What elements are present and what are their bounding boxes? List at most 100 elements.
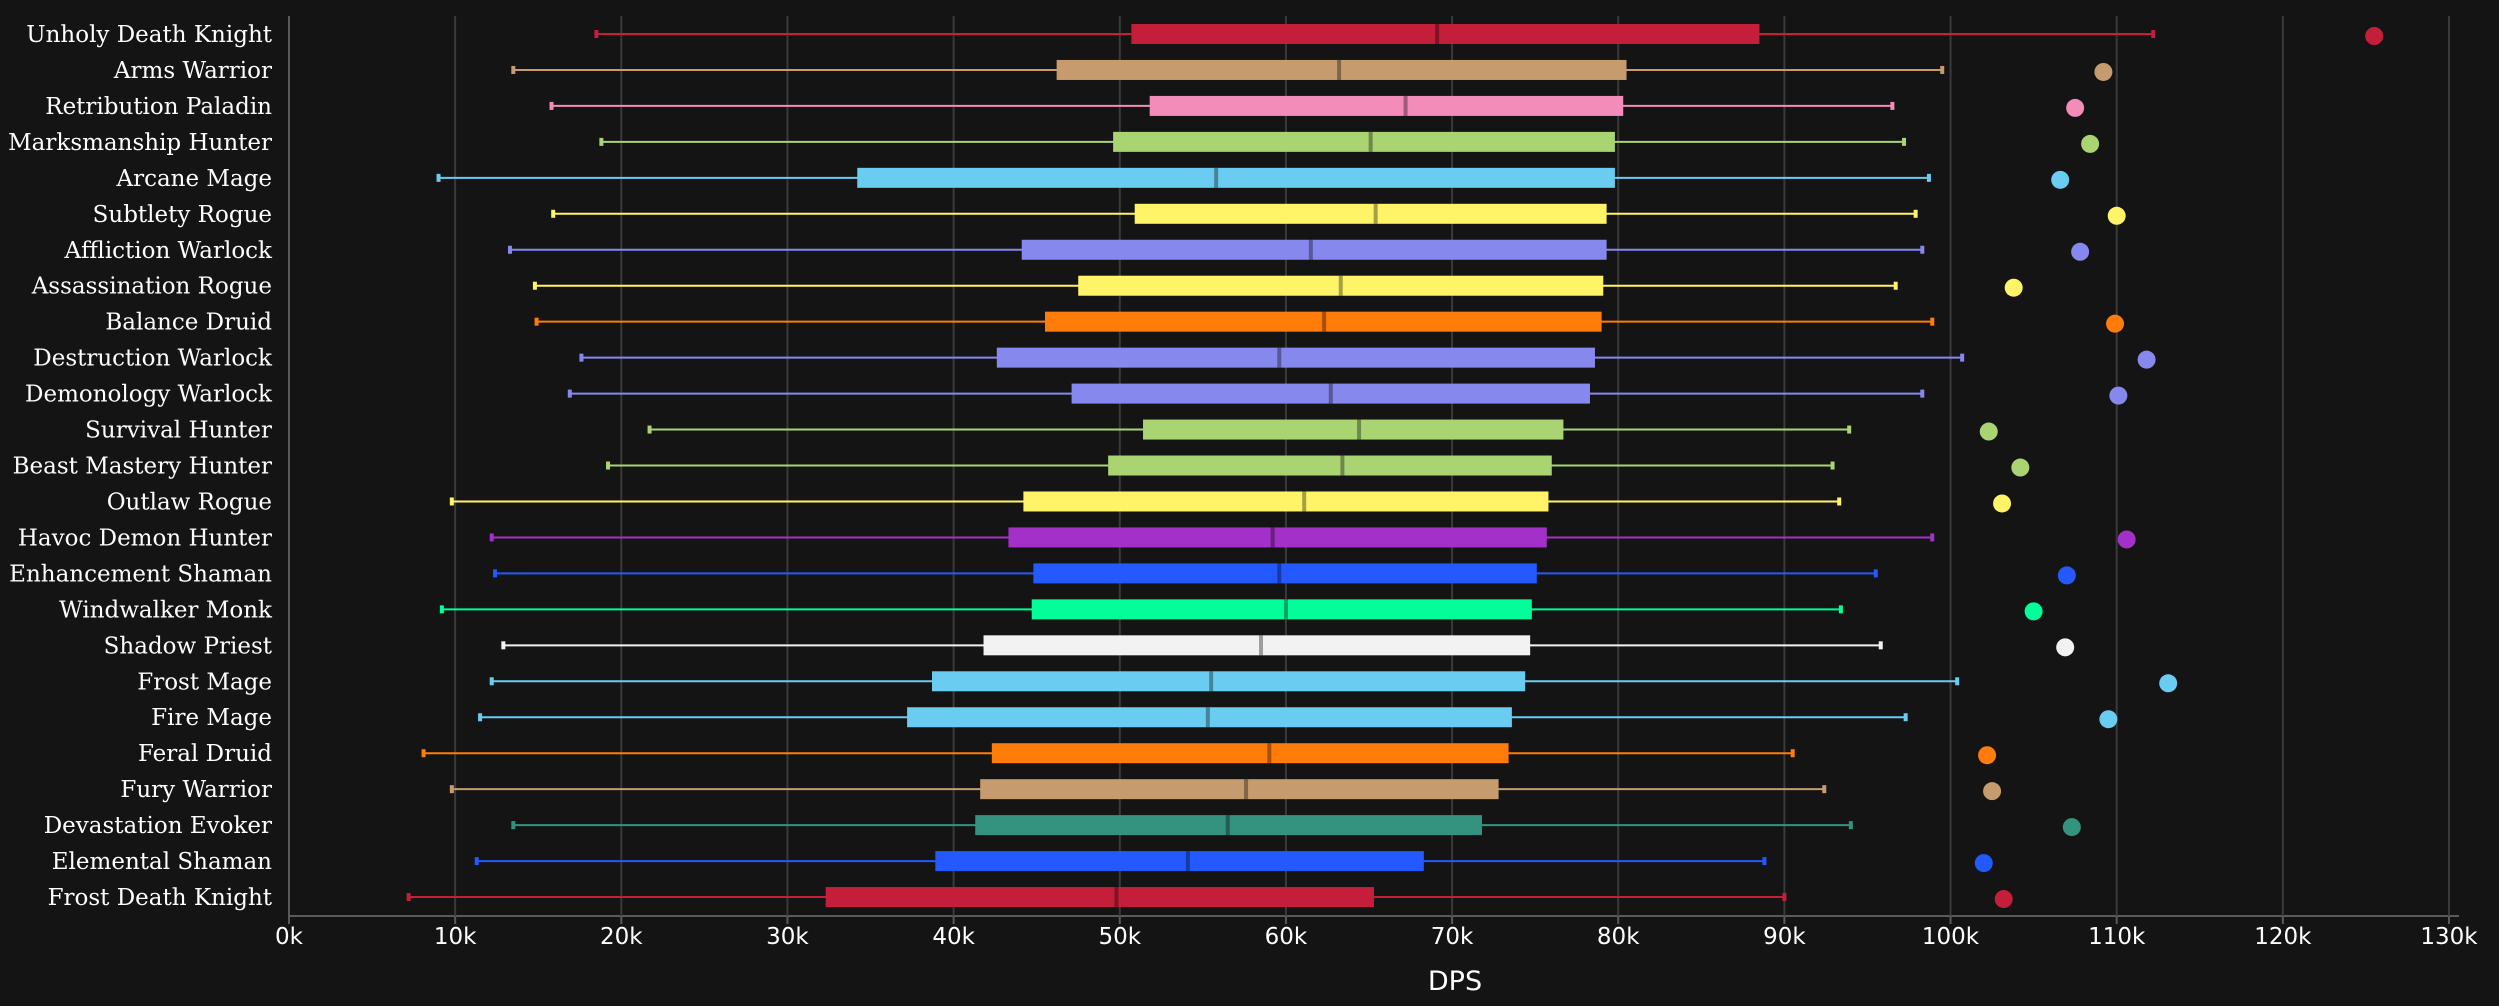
whisker-max-cap	[1955, 677, 1960, 686]
whisker-min-cap	[579, 353, 584, 362]
whisker-max-cap	[1913, 209, 1918, 218]
median-line	[1302, 491, 1307, 512]
outlier-point	[1993, 494, 2012, 513]
spec-label: Arms Warrior	[113, 58, 272, 84]
whisker-max-cap	[1762, 857, 1767, 866]
outlier-point	[1979, 422, 1998, 441]
median-line	[1373, 203, 1378, 224]
whisker-min-cap	[493, 569, 498, 578]
spec-row	[599, 131, 2100, 153]
whisker-max-cap	[1893, 281, 1898, 290]
spec-row	[532, 275, 2023, 297]
whisker-max-cap	[1873, 569, 1878, 578]
median-line	[1277, 347, 1282, 368]
whisker-min-cap	[567, 389, 572, 398]
x-tick-label: 40k	[932, 924, 975, 950]
iqr-box	[1033, 563, 1537, 584]
median-line	[1328, 383, 1333, 404]
iqr-box	[1021, 239, 1607, 260]
iqr-box	[980, 779, 1499, 800]
whisker-min-cap	[474, 857, 479, 866]
spec-label: Survival Hunter	[85, 418, 272, 444]
iqr-box	[996, 347, 1595, 368]
whisker-max-cap	[1920, 389, 1925, 398]
outlier-point	[2057, 566, 2076, 585]
median-line	[1277, 563, 1282, 584]
iqr-box	[1008, 527, 1547, 548]
outlier-point	[2159, 674, 2178, 693]
spec-label: Demonology Warlock	[25, 382, 273, 408]
median-line	[1205, 707, 1210, 728]
x-tick-label: 30k	[766, 924, 809, 950]
whisker-min-cap	[449, 785, 454, 794]
spec-label: Shadow Priest	[104, 633, 273, 659]
spec-row	[478, 707, 2118, 729]
whisker-max-cap	[1903, 713, 1908, 722]
whisker-min-cap	[421, 749, 426, 758]
median-line	[1338, 275, 1343, 296]
spec-label: Beast Mastery Hunter	[13, 454, 272, 480]
label-layer: Unholy Death Knight Arms Warrior Retributi…	[8, 22, 273, 911]
iqr-box	[1071, 383, 1590, 404]
whisker-min-cap	[489, 677, 494, 686]
median-line	[1340, 455, 1345, 476]
spec-label: Windwalker Monk	[59, 597, 273, 623]
spec-row	[511, 59, 2113, 81]
whisker-min-cap	[606, 461, 611, 470]
spec-label: Devastation Evoker	[44, 813, 272, 839]
whisker-max-cap	[1930, 533, 1935, 542]
spec-label: Fury Warrior	[120, 777, 272, 803]
spec-row	[606, 455, 2030, 477]
x-tick-label: 100k	[1922, 924, 1980, 950]
median-line	[1357, 419, 1362, 440]
spec-label: Unholy Death Knight	[26, 22, 273, 48]
whisker-max-cap	[1790, 749, 1795, 758]
spec-label: Enhancement Shaman	[9, 561, 272, 587]
iqr-box	[932, 671, 1526, 692]
median-line	[1283, 599, 1288, 620]
spec-row	[439, 599, 2043, 621]
outlier-point	[2099, 710, 2118, 729]
spec-row	[549, 95, 2085, 117]
iqr-box	[825, 887, 1374, 908]
spec-label: Affliction Warlock	[64, 238, 274, 264]
whisker-min-cap	[511, 821, 516, 830]
iqr-box	[1045, 311, 1602, 332]
spec-row	[421, 743, 1997, 765]
spec-label: Arcane Mage	[115, 166, 272, 192]
iqr-box	[1143, 419, 1564, 440]
iqr-box	[1113, 131, 1615, 152]
median-line	[1322, 311, 1327, 332]
whisker-min-cap	[532, 281, 537, 290]
median-line	[1368, 131, 1373, 152]
whisker-min-cap	[551, 209, 556, 218]
spec-label: Balance Druid	[105, 310, 272, 336]
whisker-min-cap	[489, 533, 494, 542]
whisker-max-cap	[1878, 641, 1883, 650]
x-tick-label: 20k	[600, 924, 643, 950]
iqr-box	[975, 815, 1482, 836]
spec-label: Marksmanship Hunter	[8, 130, 272, 156]
outlier-point	[2071, 242, 2090, 261]
whisker-min-cap	[436, 173, 441, 182]
iqr-box	[1031, 599, 1532, 620]
median-line	[1270, 527, 1275, 548]
whisker-min-cap	[647, 425, 652, 434]
iqr-box	[1078, 275, 1604, 296]
spec-row	[534, 311, 2125, 333]
outlier-point	[1978, 746, 1997, 765]
outlier-point	[2137, 350, 2156, 369]
spec-label: Fire Mage	[151, 705, 272, 731]
outlier-point	[2024, 602, 2043, 621]
spec-row	[474, 851, 1993, 873]
median-line	[1435, 24, 1440, 44]
spec-row	[493, 563, 2076, 585]
whisker-max-cap	[1782, 893, 1787, 902]
spec-label: Outlaw Rogue	[107, 489, 272, 515]
spec-row	[594, 24, 2384, 45]
spec-row	[449, 491, 2012, 513]
spec-row	[406, 887, 2013, 909]
whisker-max-cap	[1847, 425, 1852, 434]
spec-row	[567, 383, 2128, 405]
iqr-box	[1131, 24, 1760, 44]
